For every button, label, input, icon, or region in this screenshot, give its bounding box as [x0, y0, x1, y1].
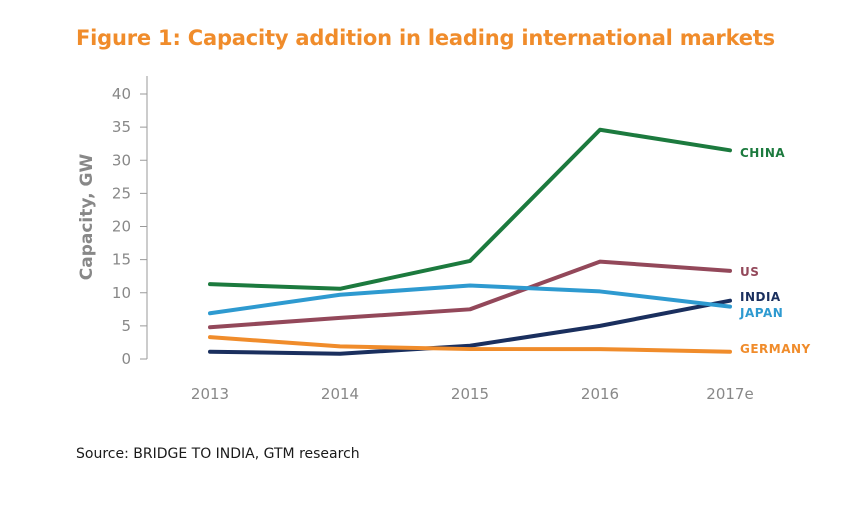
series-line-japan: [208, 283, 732, 316]
series-label-us: US: [740, 265, 759, 279]
series-label-japan: JAPAN: [739, 306, 783, 320]
y-tick-label: 0: [121, 350, 131, 368]
chart-axes: 0 5 10 15 20 25 30 35 40 2013 2014 2015 2016 2017e: [112, 76, 754, 403]
series-line-us: [208, 259, 732, 330]
x-tick-label: 2014: [321, 385, 359, 403]
series-label-germany: GERMANY: [740, 342, 811, 356]
y-tick-label: 35: [112, 118, 131, 136]
chart-title: Figure 1: Capacity addition in leading i…: [76, 26, 775, 50]
series-label-india: INDIA: [740, 290, 781, 304]
source-note: Source: BRIDGE TO INDIA, GTM research: [76, 446, 360, 462]
x-tick-label: 2013: [191, 385, 229, 403]
series-label-china: CHINA: [740, 146, 785, 160]
y-tick-label: 15: [112, 251, 131, 269]
y-tick-label: 20: [112, 218, 131, 236]
y-tick-label: 40: [112, 85, 131, 103]
x-tick-label: 2017e: [706, 385, 753, 403]
series-line-germany: [208, 335, 732, 354]
y-axis-label: Capacity, GW: [77, 154, 97, 281]
x-tick-label: 2015: [451, 385, 489, 403]
series-line-india: [208, 298, 732, 356]
chart-series-labels: CHINA US INDIA JAPAN GERMANY: [739, 146, 811, 356]
y-tick-label: 10: [112, 284, 131, 302]
y-tick-label: 5: [121, 317, 131, 335]
y-tick-label: 30: [112, 151, 131, 169]
series-line-china: [208, 127, 732, 291]
y-tick-label: 25: [112, 184, 131, 202]
x-tick-label: 2016: [581, 385, 619, 403]
chart-series-lines: [208, 127, 732, 356]
